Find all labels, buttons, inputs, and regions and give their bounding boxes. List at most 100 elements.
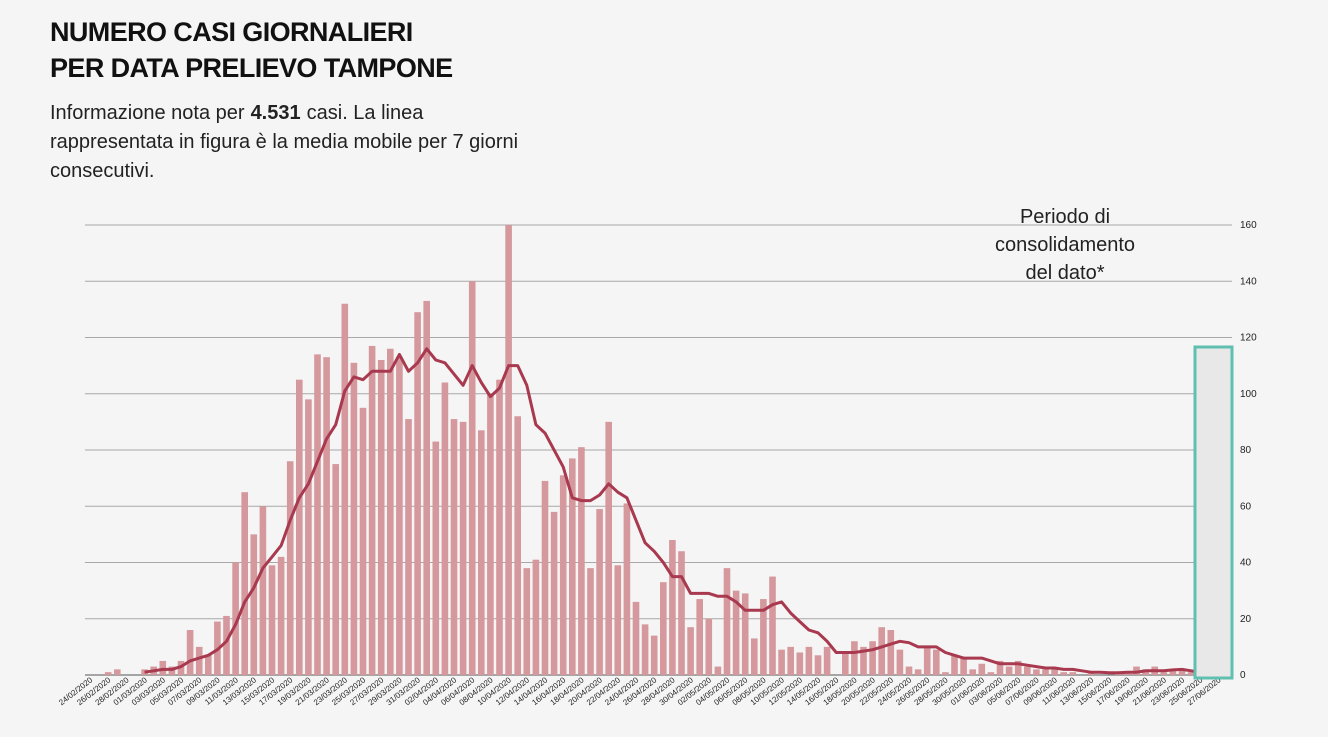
bar (887, 630, 895, 675)
bar (1033, 669, 1040, 675)
consolidation-box (1193, 345, 1234, 680)
bar (459, 421, 467, 675)
bar (1178, 669, 1186, 675)
bar (923, 646, 931, 675)
bar (441, 382, 449, 675)
subtitle-text: casi. La linea rappresentata in figura è… (50, 102, 519, 182)
bar (314, 354, 321, 675)
bar (578, 447, 585, 675)
bar (996, 660, 1004, 675)
subtitle: Informazione nota per 4.531 casi. La linea… (50, 99, 550, 186)
bar (250, 534, 258, 675)
bar (559, 475, 567, 675)
bar (223, 615, 230, 675)
bar (359, 407, 367, 675)
bar (286, 461, 294, 675)
moving-average-line (144, 347, 1219, 675)
bar (478, 430, 485, 675)
bar (705, 618, 713, 675)
bar (614, 565, 622, 675)
bar (969, 669, 976, 675)
title-line: PER DATA PRELIEVO TAMPONE (50, 53, 453, 83)
bar (377, 360, 385, 675)
bar (869, 641, 876, 675)
y-tick-label: 80 (1240, 445, 1252, 456)
grid (85, 224, 1232, 676)
bar (687, 627, 694, 675)
bar (942, 672, 949, 675)
bar (450, 419, 458, 675)
bar (468, 281, 476, 675)
subtitle-text: Informazione nota per (50, 102, 245, 124)
y-tick-label: 140 (1240, 276, 1257, 287)
bar (1069, 672, 1077, 675)
subtitle-count: 4.531 (250, 102, 301, 124)
bar (259, 506, 267, 675)
y-tick-label: 20 (1240, 614, 1252, 625)
bar (650, 635, 658, 675)
bar (277, 556, 285, 675)
bar (1014, 660, 1022, 675)
bar (1005, 666, 1013, 675)
bar (632, 601, 640, 675)
bar (514, 416, 521, 675)
bar (987, 672, 995, 675)
bar (332, 464, 339, 675)
bar (896, 649, 904, 675)
bar (541, 480, 549, 675)
bar (532, 559, 540, 675)
bar (933, 649, 940, 675)
bar (860, 646, 867, 675)
bar (487, 393, 494, 675)
bar (787, 646, 794, 675)
bar (669, 540, 676, 675)
bar (641, 624, 649, 675)
annotation: del dato* (1026, 262, 1105, 284)
bar (778, 649, 785, 675)
bar (1160, 672, 1168, 675)
bar (1042, 669, 1049, 675)
bar (960, 658, 967, 675)
y-tick-label: 60 (1240, 501, 1252, 512)
bar (323, 357, 330, 675)
bar (696, 599, 703, 675)
title-line: NUMERO CASI GIORNALIERI (50, 17, 413, 47)
bar (104, 672, 112, 675)
bar (232, 562, 239, 675)
y-tick-label: 0 (1240, 670, 1246, 681)
bar (978, 663, 986, 675)
bar (550, 511, 558, 675)
bar (905, 666, 913, 675)
bar (496, 379, 503, 675)
bar (241, 492, 248, 675)
bar (660, 582, 667, 675)
bar (1051, 669, 1058, 675)
bar (732, 590, 740, 675)
chart-title: NUMERO CASI GIORNALIERI PER DATA PRELIEV… (50, 14, 453, 86)
bar (387, 348, 394, 675)
annotation: consolidamento (995, 234, 1135, 256)
y-tick-label: 160 (1240, 220, 1257, 231)
bar (341, 303, 349, 675)
bar (414, 312, 421, 675)
bar (186, 630, 194, 675)
bar (769, 576, 776, 675)
bar (432, 441, 440, 675)
annotation: Periodo di (1020, 206, 1110, 228)
bar (195, 646, 203, 675)
bar (914, 669, 922, 675)
bar (605, 421, 612, 675)
bar (1024, 666, 1031, 675)
bar (723, 568, 731, 675)
bar (1169, 669, 1177, 675)
bar (396, 357, 403, 675)
bar (1187, 672, 1195, 675)
bar (368, 345, 376, 675)
bar (796, 652, 804, 675)
bar (296, 379, 303, 675)
bar (587, 568, 594, 675)
bar (405, 419, 412, 675)
bar (569, 458, 576, 675)
